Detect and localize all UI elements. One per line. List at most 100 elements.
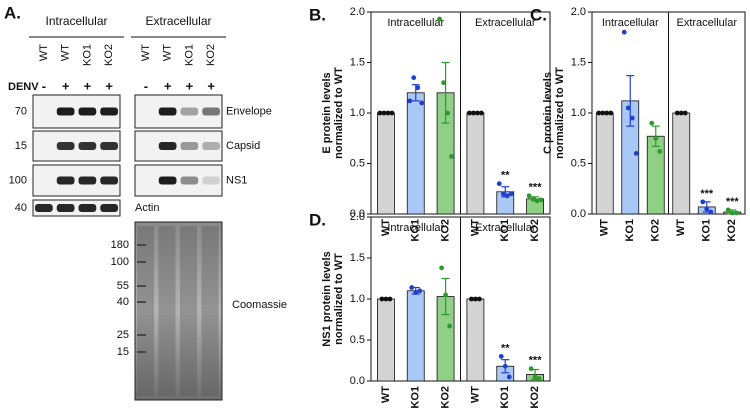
data-point (534, 198, 540, 204)
lane-label: WT (162, 44, 174, 61)
y-axis-label: normalized to WT (333, 253, 345, 345)
band-name: Capsid (226, 140, 260, 152)
data-point (733, 210, 739, 216)
y-axis-label: C protein levels (542, 72, 554, 154)
data-point (729, 210, 735, 216)
band (202, 107, 220, 116)
treatment-sign: + (164, 78, 172, 93)
bar (595, 112, 614, 215)
data-point (657, 148, 663, 154)
y-axis-label: normalized to WT (333, 67, 345, 159)
group-label: Extracellular (676, 17, 737, 29)
bar (466, 112, 485, 215)
lane-label: KO1 (183, 44, 195, 66)
y-tick-label: 0.5 (350, 157, 365, 169)
data-point (596, 110, 602, 116)
mw-marker: 100 (111, 256, 129, 268)
y-axis-label: E protein levels (321, 72, 333, 153)
y-tick-label: 0.5 (350, 334, 365, 346)
band (180, 142, 199, 150)
data-point (411, 75, 417, 81)
data-point (467, 110, 472, 116)
band (78, 204, 97, 212)
band (35, 204, 53, 212)
data-point (526, 193, 532, 199)
panel-label: B. (309, 5, 326, 24)
y-axis-label: NS1 protein levels (321, 251, 333, 346)
band (100, 107, 118, 116)
y-tick-label: 0.0 (350, 208, 365, 220)
mw-marker: 15 (117, 346, 129, 358)
treatment-sign: + (62, 78, 70, 93)
data-point (704, 206, 710, 212)
data-point (625, 105, 631, 111)
data-point (633, 151, 639, 156)
data-point (532, 374, 538, 380)
data-point (381, 110, 387, 116)
significance: *** (726, 196, 740, 208)
treatment-sign: + (186, 78, 194, 93)
data-point (708, 209, 714, 215)
group-label: Extracellular (475, 17, 536, 29)
x-tick-label: KO1 (624, 219, 636, 242)
data-point (536, 376, 542, 381)
data-point (678, 110, 684, 116)
band (78, 107, 97, 116)
x-tick-label: KO2 (439, 219, 451, 242)
treatment-sign: - (144, 78, 148, 93)
gel-lane (158, 226, 176, 396)
data-point (379, 296, 385, 302)
mw-marker: 40 (15, 202, 27, 214)
y-tick-label: 1.5 (350, 252, 365, 264)
x-tick-label: KO1 (410, 386, 422, 409)
x-tick-label: KO2 (726, 219, 738, 242)
gel-lane (180, 226, 197, 396)
band (100, 176, 118, 185)
band (56, 204, 75, 212)
band (78, 176, 97, 185)
y-tick-label: 0.0 (571, 208, 586, 220)
group-header: Intracellular (45, 14, 107, 28)
data-point (502, 363, 508, 369)
x-tick-label: WT (599, 219, 611, 236)
data-point (477, 296, 482, 302)
bar (377, 298, 395, 382)
band (56, 107, 75, 116)
band-name: Actin (135, 202, 159, 214)
group-label: Intracellular (387, 222, 444, 234)
band (100, 204, 118, 212)
x-tick-label: KO2 (439, 386, 451, 409)
group-label: Extracellular (475, 222, 536, 234)
bar (646, 135, 665, 215)
x-tick-label: KO1 (701, 219, 713, 242)
y-tick-label: 2.0 (350, 211, 365, 223)
data-point (437, 16, 442, 22)
data-point (409, 285, 415, 290)
bar (377, 112, 395, 215)
treatment-sign: + (84, 78, 92, 93)
mw-marker: 55 (117, 280, 129, 292)
bar (406, 92, 425, 215)
band (78, 142, 97, 150)
group-label: Intracellular (602, 17, 659, 29)
lane-label: WT (140, 44, 152, 61)
blot-box (134, 130, 223, 162)
x-tick-label: WT (380, 386, 392, 403)
x-tick-label: WT (675, 219, 687, 236)
data-point (417, 288, 423, 294)
band (158, 176, 177, 185)
data-point (700, 199, 706, 205)
data-point (471, 110, 476, 116)
data-point (479, 110, 484, 116)
data-point (506, 374, 512, 380)
data-point (629, 115, 635, 121)
data-point (439, 265, 444, 271)
y-tick-label: 1.0 (350, 107, 365, 119)
x-tick-label: WT (469, 386, 481, 403)
panel-label: D. (309, 210, 326, 229)
data-point (500, 191, 506, 197)
group-label: Intracellular (387, 17, 444, 29)
y-axis-label: normalized to WT (554, 67, 566, 159)
band (100, 142, 118, 150)
lane-label: KO2 (205, 44, 217, 66)
